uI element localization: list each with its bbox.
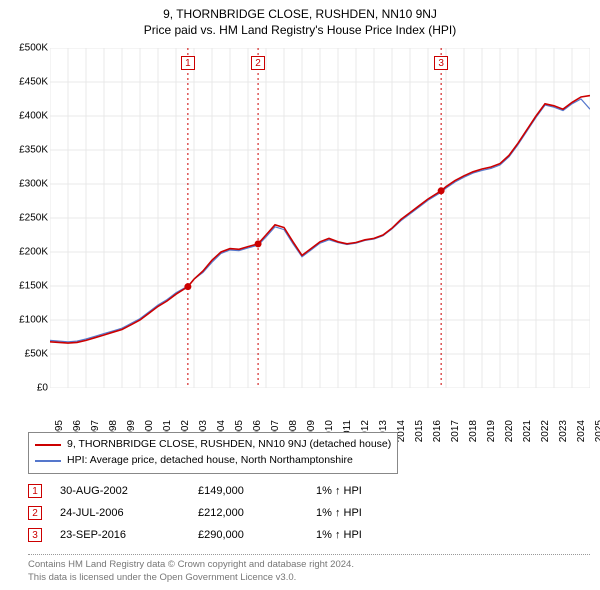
sale-marker-icon: 3 — [28, 528, 42, 542]
x-tick-label: 2023 — [558, 420, 569, 442]
sale-delta: 1% ↑ HPI — [316, 485, 416, 497]
sale-date: 30-AUG-2002 — [60, 485, 180, 497]
legend-swatch — [35, 444, 61, 446]
sale-price: £290,000 — [198, 529, 298, 541]
sale-marker-box: 3 — [434, 56, 448, 70]
y-tick-label: £50K — [0, 349, 48, 360]
footer-line: This data is licensed under the Open Gov… — [28, 572, 590, 584]
legend-label: HPI: Average price, detached house, Nort… — [67, 453, 353, 469]
x-tick-label: 2017 — [450, 420, 461, 442]
sale-delta: 1% ↑ HPI — [316, 529, 416, 541]
sale-marker-box: 1 — [181, 56, 195, 70]
x-tick-label: 2024 — [576, 420, 587, 442]
footer-line: Contains HM Land Registry data © Crown c… — [28, 559, 590, 571]
sales-row: 2 24-JUL-2006 £212,000 1% ↑ HPI — [28, 502, 416, 524]
y-tick-label: £200K — [0, 247, 48, 258]
legend-row: HPI: Average price, detached house, Nort… — [35, 453, 391, 469]
y-tick-label: £350K — [0, 145, 48, 156]
x-tick-label: 2016 — [432, 420, 443, 442]
chart-title: 9, THORNBRIDGE CLOSE, RUSHDEN, NN10 9NJ — [0, 0, 600, 23]
y-tick-label: £450K — [0, 77, 48, 88]
x-tick-label: 2018 — [468, 420, 479, 442]
plot-area — [50, 48, 590, 388]
legend: 9, THORNBRIDGE CLOSE, RUSHDEN, NN10 9NJ … — [28, 432, 398, 474]
attribution-footer: Contains HM Land Registry data © Crown c… — [28, 554, 590, 584]
chart-subtitle: Price paid vs. HM Land Registry's House … — [0, 23, 600, 41]
y-tick-label: £250K — [0, 213, 48, 224]
x-tick-label: 2025 — [594, 420, 600, 442]
x-tick-label: 2022 — [540, 420, 551, 442]
sale-date: 23-SEP-2016 — [60, 529, 180, 541]
x-tick-label: 2019 — [486, 420, 497, 442]
sale-delta: 1% ↑ HPI — [316, 507, 416, 519]
y-tick-label: £300K — [0, 179, 48, 190]
sale-marker-icon: 2 — [28, 506, 42, 520]
legend-swatch — [35, 460, 61, 462]
sale-price: £212,000 — [198, 507, 298, 519]
y-tick-label: £0 — [0, 383, 48, 394]
y-tick-label: £150K — [0, 281, 48, 292]
legend-row: 9, THORNBRIDGE CLOSE, RUSHDEN, NN10 9NJ … — [35, 437, 391, 453]
y-tick-label: £400K — [0, 111, 48, 122]
y-tick-label: £100K — [0, 315, 48, 326]
chart-container: 9, THORNBRIDGE CLOSE, RUSHDEN, NN10 9NJ … — [0, 0, 600, 590]
x-tick-label: 2015 — [414, 420, 425, 442]
plot-svg — [50, 48, 590, 388]
x-tick-label: 2020 — [504, 420, 515, 442]
sale-marker-box: 2 — [251, 56, 265, 70]
sales-row: 3 23-SEP-2016 £290,000 1% ↑ HPI — [28, 524, 416, 546]
sale-price: £149,000 — [198, 485, 298, 497]
y-tick-label: £500K — [0, 43, 48, 54]
sales-table: 1 30-AUG-2002 £149,000 1% ↑ HPI 2 24-JUL… — [28, 480, 416, 546]
legend-label: 9, THORNBRIDGE CLOSE, RUSHDEN, NN10 9NJ … — [67, 437, 391, 453]
sale-date: 24-JUL-2006 — [60, 507, 180, 519]
sale-marker-icon: 1 — [28, 484, 42, 498]
sales-row: 1 30-AUG-2002 £149,000 1% ↑ HPI — [28, 480, 416, 502]
x-tick-label: 2021 — [522, 420, 533, 442]
